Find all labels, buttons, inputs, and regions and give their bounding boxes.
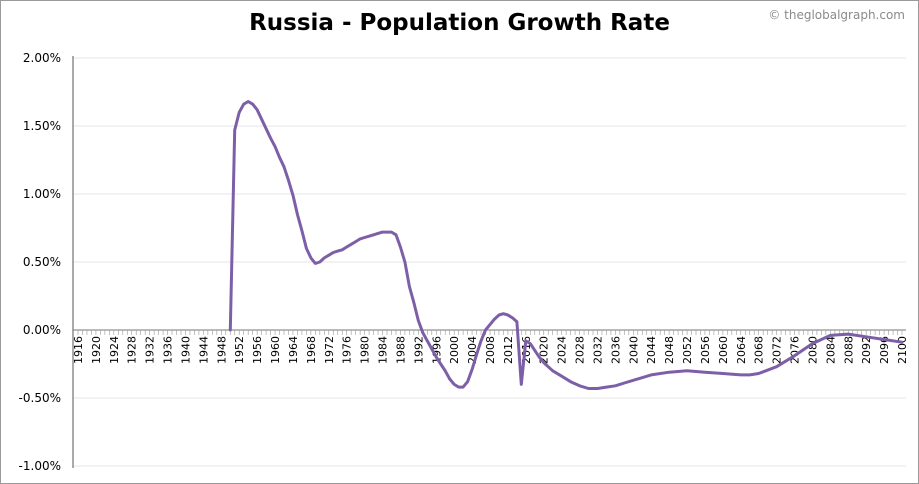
x-tick-label: 2036 [609, 336, 622, 364]
x-tick-label: 1924 [108, 336, 121, 364]
y-tick-label: 1.50% [23, 119, 61, 133]
x-tick-label: 1984 [377, 336, 390, 364]
x-tick-label: 2072 [771, 336, 784, 364]
chart-title: Russia - Population Growth Rate [249, 10, 670, 36]
x-tick-label: 2044 [645, 336, 658, 364]
y-tick-label: -1.00% [19, 459, 61, 473]
x-tick-label: 1960 [269, 336, 282, 364]
x-tick-label: 2092 [860, 336, 873, 364]
x-tick-label: 2012 [502, 336, 515, 364]
x-tick-label: 1956 [251, 336, 264, 364]
x-tick-label: 1980 [359, 336, 372, 364]
x-tick-label: 1932 [144, 336, 157, 364]
x-tick-label: 1972 [323, 336, 336, 364]
x-tick-label: 1928 [126, 336, 139, 364]
gridlines [73, 57, 906, 467]
x-tick-label: 2064 [735, 336, 748, 364]
x-tick-label: 2048 [663, 336, 676, 364]
x-tick-label: 1940 [179, 336, 192, 364]
x-tick-label: 2008 [484, 336, 497, 364]
x-tick-label: 1916 [72, 336, 85, 364]
y-tick-label: 2.00% [23, 51, 61, 65]
x-tick-label: 2028 [574, 336, 587, 364]
y-tick-label: 0.50% [23, 255, 61, 269]
x-tick-label: 2032 [591, 336, 604, 364]
x-tick-label: 1988 [394, 336, 407, 364]
x-axis-labels: 1916 1920 1924 1928 1932 1936 1940 1944 1948 1952… [72, 336, 909, 364]
x-tick-label: 2060 [717, 336, 730, 364]
source-credit: © theglobalgraph.com [768, 8, 905, 22]
x-tick-label: 1944 [197, 336, 210, 364]
series-line [228, 100, 904, 390]
x-tick-label: 2052 [681, 336, 694, 364]
y-axis-labels: 2.00% 1.50% 1.00% 0.50% 0.00% -0.50% -1.00% [19, 51, 61, 473]
x-tick-label: 1992 [412, 336, 425, 364]
x-tick-label: 1948 [215, 336, 228, 364]
series-lines [228, 100, 904, 390]
x-tick-label: 1996 [430, 336, 443, 364]
axes [72, 56, 906, 468]
x-tick-label: 1976 [341, 336, 354, 364]
y-tick-label: 1.00% [23, 187, 61, 201]
x-tick-label: 2088 [842, 336, 855, 364]
y-tick-label: 0.00% [23, 323, 61, 337]
x-tick-label: 1952 [233, 336, 246, 364]
x-tick-label: 1964 [287, 336, 300, 364]
x-tick-label: 1936 [162, 336, 175, 364]
x-tick-label: 2024 [556, 336, 569, 364]
x-tick-label: 1968 [305, 336, 318, 364]
x-tick-label: 2056 [699, 336, 712, 364]
x-tick-label: 2040 [627, 336, 640, 364]
y-tick-label: -0.50% [19, 391, 61, 405]
x-tick-label: 2068 [753, 336, 766, 364]
x-tick-label: 2000 [448, 336, 461, 364]
x-tick-label: 1920 [90, 336, 103, 364]
x-tick-label: 2096 [878, 336, 891, 364]
x-tick-label: 2084 [824, 336, 837, 364]
